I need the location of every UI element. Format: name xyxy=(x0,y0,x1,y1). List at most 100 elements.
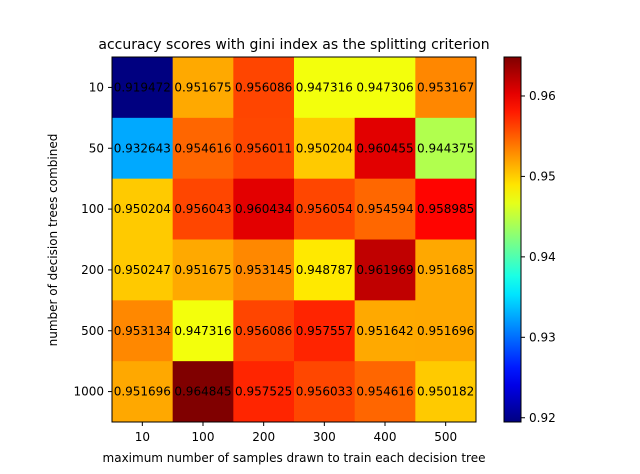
cell-value-label: 0.951696 xyxy=(417,324,474,338)
cell-value-label: 0.956043 xyxy=(174,202,231,216)
heatmap-cell xyxy=(233,117,295,180)
cell-value-label: 0.956011 xyxy=(235,141,292,155)
colorbar-tick-label: 0.96 xyxy=(529,89,556,103)
colorbar-ticks: 0.92 0.93 0.94 0.95 0.96 xyxy=(521,89,556,425)
heatmap-cell xyxy=(172,361,234,423)
cell-value-label: 0.932643 xyxy=(114,141,171,155)
heatmap-cell xyxy=(112,117,174,180)
cell-value-label: 0.950247 xyxy=(114,263,171,277)
heatmap-cell xyxy=(294,117,356,180)
cell-value-label: 0.951675 xyxy=(174,80,231,94)
y-tick-label: 100 xyxy=(81,202,104,216)
cell-value-label: 0.950204 xyxy=(114,202,171,216)
y-tick-label: 1000 xyxy=(73,385,104,399)
y-tick-label: 200 xyxy=(81,263,104,277)
x-tick-label: 300 xyxy=(313,430,336,444)
cell-value-label: 0.951696 xyxy=(114,385,171,399)
x-tick-label: 500 xyxy=(434,430,457,444)
heatmap-cell xyxy=(415,300,477,362)
y-tick-label: 500 xyxy=(81,324,104,338)
y-axis-ticks: 10 50 100 200 500 1000 xyxy=(73,80,112,399)
colorbar-tick-label: 0.92 xyxy=(529,411,556,425)
y-tick-label: 50 xyxy=(89,141,104,155)
y-axis-label: number of decision trees combined xyxy=(46,134,60,347)
heatmap-cell xyxy=(294,300,356,362)
cell-value-label: 0.958985 xyxy=(417,202,474,216)
cell-value-label: 0.954616 xyxy=(356,385,413,399)
cell-value-label: 0.957557 xyxy=(296,324,353,338)
heatmap-cells xyxy=(112,57,477,423)
cell-value-label: 0.956086 xyxy=(235,324,292,338)
heatmap-cell xyxy=(112,361,174,423)
heatmap-cell xyxy=(112,300,174,362)
heatmap-cell xyxy=(415,57,477,119)
cell-value-label: 0.948787 xyxy=(296,263,353,277)
chart-title: accuracy scores with gini index as the s… xyxy=(98,37,489,53)
x-tick-label: 400 xyxy=(374,430,397,444)
cell-value-label: 0.951675 xyxy=(174,263,231,277)
cell-value-label: 0.961969 xyxy=(356,263,413,277)
cell-value-label: 0.951642 xyxy=(356,324,413,338)
heatmap-cell xyxy=(112,57,174,119)
x-tick-label: 200 xyxy=(252,430,275,444)
heatmap-cell xyxy=(233,178,295,240)
heatmap-cell xyxy=(415,239,477,301)
cell-value-label: 0.960434 xyxy=(235,202,292,216)
heatmap-cell xyxy=(415,117,477,180)
heatmap-cell xyxy=(294,178,356,240)
colorbar-tick-label: 0.93 xyxy=(529,330,556,344)
x-tick-label: 100 xyxy=(192,430,215,444)
heatmap-cell xyxy=(354,117,416,180)
colorbar-tick-label: 0.94 xyxy=(529,250,556,264)
heatmap-cell xyxy=(112,239,174,301)
cell-value-label: 0.956033 xyxy=(296,385,353,399)
heatmap-cell xyxy=(415,361,477,423)
heatmap-cell-labels: 0.919472 0.951675 0.956086 0.947316 0.947306… xyxy=(114,80,475,398)
heatmap-cell xyxy=(233,300,295,362)
heatmap-cell xyxy=(233,239,295,301)
heatmap-cell xyxy=(415,178,477,240)
cell-value-label: 0.954616 xyxy=(174,141,231,155)
heatmap-cell xyxy=(294,239,356,301)
x-axis-ticks: 10 100 200 300 400 500 xyxy=(135,422,457,444)
cell-value-label: 0.944375 xyxy=(417,141,474,155)
cell-value-label: 0.950204 xyxy=(296,141,353,155)
plot-frame xyxy=(111,56,477,423)
cell-value-label: 0.947306 xyxy=(356,80,413,94)
cell-value-label: 0.956086 xyxy=(235,80,292,94)
heatmap-cell xyxy=(233,57,295,119)
cell-value-label: 0.953134 xyxy=(114,324,171,338)
heatmap-cell xyxy=(112,178,174,240)
cell-value-label: 0.954594 xyxy=(356,202,413,216)
heatmap-cell xyxy=(294,361,356,423)
heatmap-cell xyxy=(172,300,234,362)
x-tick-label: 10 xyxy=(135,430,150,444)
heatmap-cell xyxy=(354,361,416,423)
heatmap-cell xyxy=(233,361,295,423)
colorbar-tick-label: 0.95 xyxy=(529,169,556,183)
heatmap-cell xyxy=(172,239,234,301)
heatmap-cell xyxy=(354,57,416,119)
heatmap-cell xyxy=(172,178,234,240)
heatmap-cell xyxy=(354,178,416,240)
cell-value-label: 0.960455 xyxy=(356,141,413,155)
cell-value-label: 0.950182 xyxy=(417,385,474,399)
cell-value-label: 0.953145 xyxy=(235,263,292,277)
cell-value-label: 0.947316 xyxy=(174,324,231,338)
cell-value-label: 0.956054 xyxy=(296,202,353,216)
cell-value-label: 0.951685 xyxy=(417,263,474,277)
heatmap-cell xyxy=(172,57,234,119)
cell-value-label: 0.947316 xyxy=(296,80,353,94)
cell-value-label: 0.953167 xyxy=(417,80,474,94)
heatmap-cell xyxy=(354,300,416,362)
heatmap-cell xyxy=(354,239,416,301)
colorbar xyxy=(503,56,522,423)
heatmap-cell xyxy=(294,57,356,119)
cell-value-label: 0.919472 xyxy=(114,80,171,94)
y-tick-label: 10 xyxy=(89,80,104,94)
cell-value-label: 0.957525 xyxy=(235,385,292,399)
heatmap-cell xyxy=(172,117,234,180)
cell-value-label: 0.964845 xyxy=(174,385,231,399)
x-axis-label: maximum number of samples drawn to train… xyxy=(103,451,486,465)
